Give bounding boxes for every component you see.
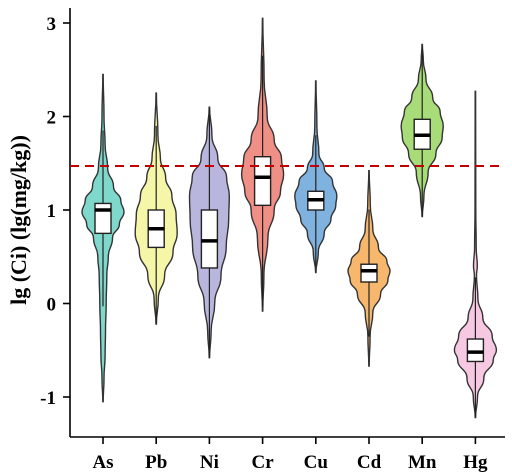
y-tick-label: 1: [47, 201, 57, 222]
y-axis-title: lg (Ci) (lg(mg/kg)): [6, 135, 31, 305]
box-cd: [360, 263, 378, 283]
violin-hg: [453, 90, 498, 419]
box-as: [94, 202, 112, 235]
violin-shape-hg: [453, 90, 498, 419]
y-tick-label: 3: [47, 14, 57, 35]
y-tick-label: 0: [47, 295, 57, 316]
x-tick-label-cu: Cu: [304, 452, 329, 473]
y-axis-ticks: -1 0 1 2 3: [40, 14, 70, 409]
x-tick-label-cd: Cd: [357, 452, 382, 473]
violin-mn: [400, 43, 444, 218]
violin-cu: [294, 80, 338, 274]
x-tick-label-pb: Pb: [145, 452, 167, 473]
violin-ni: [188, 106, 231, 359]
x-tick-label-cr: Cr: [252, 452, 275, 473]
violins: [81, 17, 498, 419]
box-hg: [466, 338, 485, 363]
box-ni: [200, 209, 219, 269]
box-cr: [253, 156, 272, 207]
x-tick-label-ni: Ni: [200, 452, 219, 473]
violin-cd: [347, 169, 391, 367]
violin-as: [81, 73, 125, 403]
violin-pb: [134, 92, 178, 325]
x-axis-ticks: As Pb Ni Cr Cu Cd Mn Hg: [92, 437, 488, 473]
x-tick-label-mn: Mn: [408, 452, 437, 473]
y-tick-label: 2: [47, 108, 57, 129]
x-tick-label-hg: Hg: [463, 452, 488, 473]
y-tick-label: -1: [40, 388, 56, 409]
violin-cr: [240, 17, 285, 312]
x-tick-label-as: As: [92, 452, 113, 473]
